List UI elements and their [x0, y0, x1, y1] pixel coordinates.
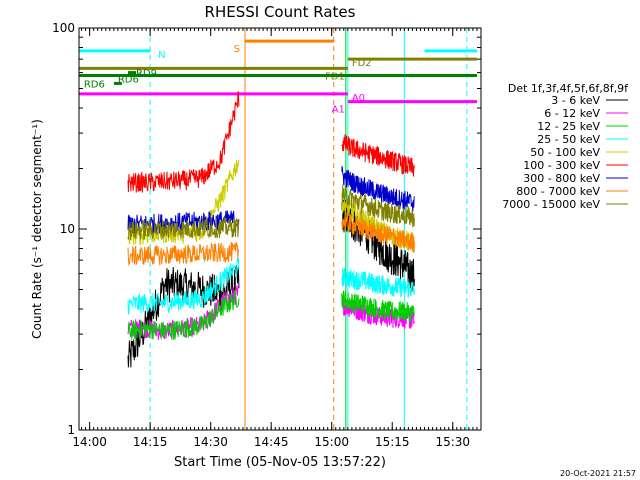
plot-area: NSFD1FD2RD6A0A1RD6RD9: [78, 28, 477, 430]
state-label-a1: A1: [332, 105, 345, 116]
state-label-a0: A0: [352, 93, 365, 104]
series-7000-15000-kev-line-2: [341, 184, 415, 228]
x-tick-label: 15:15: [375, 435, 410, 449]
series-12-25-kev-line-1: [127, 289, 240, 340]
series-12-25-kev-line-2: [341, 290, 415, 323]
legend-label-2: 6 - 12 keV: [544, 107, 600, 120]
legend-label-1: 3 - 6 keV: [551, 94, 600, 107]
state-label-fd2: FD2: [352, 58, 372, 69]
legend-label-6: 100 - 300 keV: [523, 159, 600, 172]
x-tick-label: 14:00: [72, 435, 107, 449]
legend-label-5: 50 - 100 keV: [530, 146, 600, 159]
x-tick-label: 14:30: [193, 435, 228, 449]
legend-label-7: 300 - 800 keV: [523, 172, 600, 185]
x-axis-label: Start Time (05-Nov-05 13:57:22): [174, 455, 386, 470]
legend-label-9: 7000 - 15000 keV: [502, 198, 600, 211]
x-tick-label: 15:30: [435, 435, 470, 449]
y-tick-label: 100: [52, 21, 75, 35]
legend-label-4: 25 - 50 keV: [537, 133, 600, 146]
marker-label-rd9: RD9: [136, 69, 157, 80]
x-tick-label: 14:45: [254, 435, 289, 449]
x-tick-label: 14:15: [133, 435, 168, 449]
y-tick-label: 10: [60, 222, 75, 236]
series-25-50-kev-line-1: [127, 257, 240, 315]
state-label-s: S: [234, 44, 240, 55]
y-axis-label: Count Rate (s⁻¹ detector segment⁻¹): [30, 119, 44, 339]
y-tick-label: 1: [67, 423, 75, 437]
legend-label-8: 800 - 7000 keV: [516, 185, 600, 198]
marker-label-rd6: RD6: [84, 79, 105, 90]
legend-label-3: 12 - 25 keV: [537, 120, 600, 133]
state-label-rd6: RD6: [118, 75, 139, 86]
state-label-n: N: [158, 50, 165, 61]
legend-title: Det 1f,3f,4f,5f,6f,8f,9f: [508, 82, 629, 95]
axes: 1 10 100 14:00 14:15 14:30 14:45 15:00 15:15 15:3…: [52, 21, 482, 449]
series-100-300-kev-line-1: [127, 91, 240, 193]
series-800-7000-kev-line-1: [127, 242, 240, 267]
series-100-300-kev-line-2: [341, 134, 415, 177]
chart-title: RHESSI Count Rates: [205, 3, 356, 21]
series-25-50-kev-line-2: [341, 267, 415, 298]
series-50-100-kev-line-1: [127, 159, 240, 246]
series-3-6-kev-line-1: [127, 264, 240, 368]
x-tick-label: 15:00: [314, 435, 349, 449]
series-7000-15000-kev-line-1: [127, 217, 240, 241]
series-300-800-kev-line-2: [341, 165, 415, 212]
series-800-7000-kev-line-2: [341, 212, 415, 253]
footer-timestamp: 20-Oct-2021 21:57: [560, 469, 636, 478]
